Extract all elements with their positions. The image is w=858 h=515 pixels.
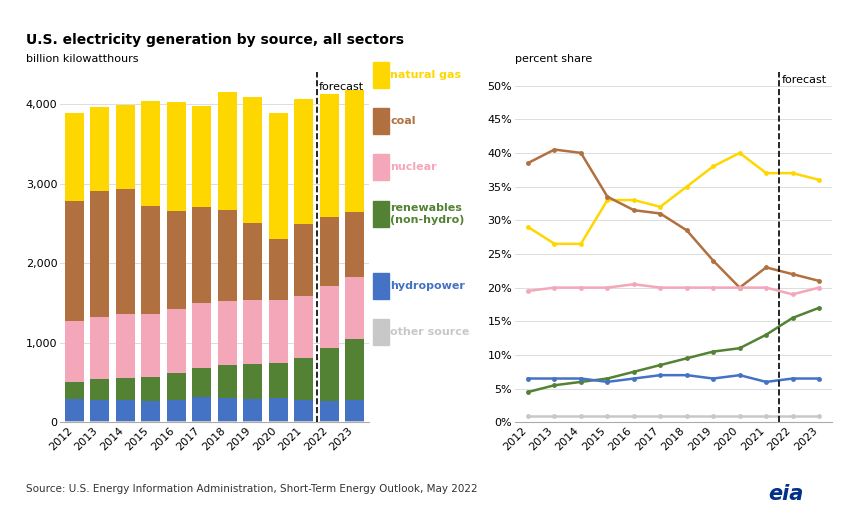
Bar [218,210,237,301]
Bar [320,401,339,421]
Bar [294,296,313,357]
Bar [320,94,339,217]
Bar [90,421,109,422]
Bar [64,200,84,321]
Bar [218,398,237,421]
Bar [243,399,263,421]
Bar [243,364,263,399]
Bar [64,421,84,422]
Bar [90,317,109,380]
Bar [294,421,313,422]
Bar [345,421,365,422]
Bar [116,315,135,378]
Bar [90,380,109,400]
Bar [141,377,160,401]
Bar [116,421,135,422]
Bar [320,217,339,286]
Bar [64,113,84,200]
Bar [243,97,263,223]
Bar [218,421,237,422]
Text: nuclear: nuclear [390,162,437,173]
Bar [294,224,313,296]
Bar [345,400,365,421]
Bar [90,191,109,317]
Bar [243,421,263,422]
Bar [166,373,186,400]
Bar [320,286,339,348]
Text: billion kilowatthours: billion kilowatthours [26,54,138,64]
Bar [192,208,211,303]
Bar [116,400,135,421]
Bar [320,348,339,401]
Bar [90,108,109,191]
Bar [141,421,160,422]
Bar [166,309,186,373]
Bar [345,339,365,400]
Bar [141,401,160,421]
Bar [243,223,263,300]
Bar [141,101,160,206]
Text: natural gas: natural gas [390,70,462,80]
Text: Source: U.S. Energy Information Administration, Short-Term Energy Outlook, May 2: Source: U.S. Energy Information Administ… [26,484,477,494]
Text: other source: other source [390,327,470,337]
Text: percent share: percent share [515,54,592,64]
Bar [294,99,313,224]
Bar [116,188,135,315]
Bar [269,238,288,300]
Bar [269,363,288,398]
Bar [192,106,211,208]
Bar [345,90,365,212]
Bar [218,301,237,365]
Bar [218,92,237,210]
Text: renewables
(non-hydro): renewables (non-hydro) [390,203,465,225]
Text: forecast: forecast [782,76,827,85]
Bar [218,365,237,398]
Bar [192,303,211,368]
Bar [64,382,84,399]
Bar [166,211,186,309]
Text: eia: eia [768,484,803,504]
Bar [294,400,313,421]
Bar [345,212,365,278]
Bar [269,300,288,363]
Bar [64,321,84,382]
Bar [116,105,135,188]
Bar [345,278,365,339]
Bar [269,421,288,422]
Bar [192,368,211,397]
Bar [141,206,160,314]
Text: forecast: forecast [319,82,365,92]
Bar [64,399,84,421]
Bar [243,300,263,364]
Bar [320,421,339,422]
Bar [166,421,186,422]
Bar [294,357,313,400]
Bar [269,398,288,421]
Bar [166,400,186,421]
Text: coal: coal [390,116,416,126]
Bar [90,400,109,421]
Bar [116,378,135,400]
Bar [192,421,211,422]
Bar [269,113,288,238]
Bar [192,397,211,421]
Bar [141,314,160,377]
Text: U.S. electricity generation by source, all sectors: U.S. electricity generation by source, a… [26,33,404,47]
Bar [166,101,186,211]
Text: hydropower: hydropower [390,281,465,291]
